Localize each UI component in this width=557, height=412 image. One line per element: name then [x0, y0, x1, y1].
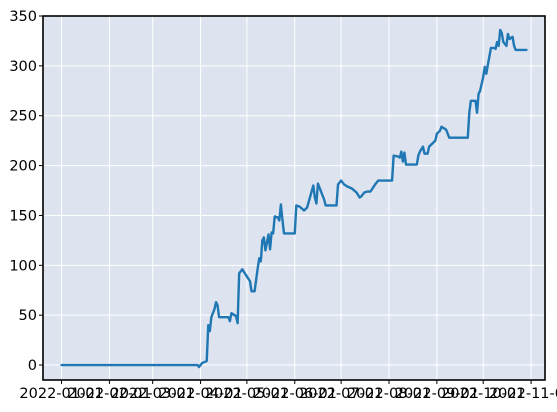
- y-tick-label: 350: [9, 9, 37, 25]
- x-tick-label: 2022-05-01: [205, 386, 289, 402]
- x-tick-label: 2022-09-01: [395, 386, 479, 402]
- x-tick-label: 2022-10-01: [441, 386, 525, 402]
- y-tick-label: 150: [9, 208, 37, 224]
- series-group: [60, 28, 528, 369]
- x-axis-ticks: 2022-01-012022-02-012022-03-012022-04-01…: [19, 380, 557, 402]
- y-axis-ticks: 0 50 100 150 200 250 300 350: [9, 9, 43, 374]
- series-line: [60, 28, 528, 369]
- plot-frame: [42, 15, 546, 381]
- y-tick-label: 200: [9, 159, 37, 175]
- x-tick-label: 2022-03-01: [111, 386, 195, 402]
- y-tick-label: 50: [19, 308, 37, 324]
- x-tick-label: 2022-08-01: [347, 386, 431, 402]
- x-tick-label: 2022-04-01: [158, 386, 242, 402]
- x-tick-label: 2022-07-01: [299, 386, 383, 402]
- x-tick-label: 2022-02-01: [67, 386, 151, 402]
- x-tick-label: 2022-06-01: [253, 386, 337, 402]
- y-tick-label: 0: [28, 358, 37, 374]
- y-tick-label: 100: [9, 258, 37, 274]
- y-tick-label: 300: [9, 59, 37, 75]
- plot-area: [43, 16, 545, 380]
- x-tick-label: 2022-11-01: [489, 386, 557, 402]
- x-tick-label: 2022-01-01: [19, 386, 103, 402]
- y-tick-label: 250: [9, 109, 37, 125]
